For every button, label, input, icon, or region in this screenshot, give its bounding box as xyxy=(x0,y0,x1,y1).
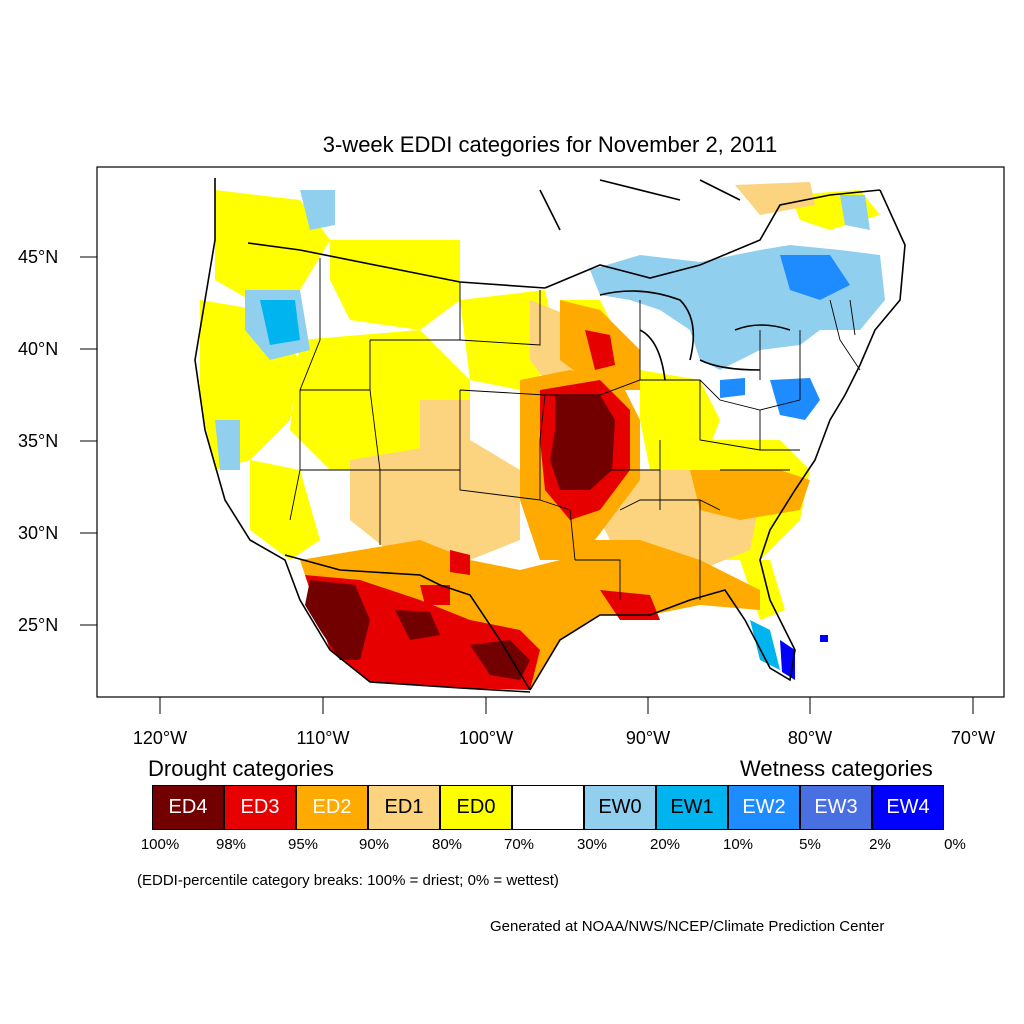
legend-swatch-label: EW1 xyxy=(670,796,714,818)
map-title: 3-week EDDI categories for November 2, 2… xyxy=(322,132,778,157)
lon-label-80: 80°W xyxy=(788,728,832,748)
percentile-break-label: 30% xyxy=(576,836,608,853)
legend-swatch-ed3: ED3 xyxy=(224,785,296,830)
state-lines xyxy=(289,258,861,600)
latitude-axis xyxy=(80,256,97,626)
percentile-break-label: 100% xyxy=(140,836,180,853)
percentile-break-label: 90% xyxy=(358,836,390,853)
legend-swatch-label: EW3 xyxy=(814,796,858,818)
legend-swatch-label: ED3 xyxy=(240,796,280,818)
percentile-break-label: 70% xyxy=(503,836,535,853)
legend-swatch-ed4: ED4 xyxy=(152,785,224,830)
credit-line: Generated at NOAA/NWS/NCEP/Climate Predi… xyxy=(490,918,885,935)
legend-swatch-label: ED2 xyxy=(312,796,352,818)
lat-label-40: 40°N xyxy=(18,339,58,359)
legend-wetness-heading: Wetness categories xyxy=(740,756,933,781)
lon-label-70: 70°W xyxy=(951,728,995,748)
legend-swatch-ew0: EW0 xyxy=(584,785,656,830)
lat-label-35: 35°N xyxy=(18,431,58,451)
map-frame xyxy=(96,166,1005,698)
borders xyxy=(194,178,906,693)
lon-label-110: 110°W xyxy=(297,728,350,748)
legend-swatch-ew1: EW1 xyxy=(656,785,728,830)
legend-swatch-label: ED4 xyxy=(168,796,208,818)
percentile-break-label: 20% xyxy=(649,836,681,853)
ed4-regions xyxy=(305,395,615,680)
percentile-break-label: 0% xyxy=(944,836,966,853)
legend-swatch-label: EW4 xyxy=(886,796,930,818)
lat-label-30: 30°N xyxy=(18,523,58,543)
percentile-break-label: 98% xyxy=(215,836,247,853)
legend-swatch-label: ED0 xyxy=(456,796,496,818)
legend-swatch-normal xyxy=(512,785,584,830)
lon-label-90: 90°W xyxy=(626,728,670,748)
percentile-break-label: 10% xyxy=(722,836,754,853)
longitude-axis xyxy=(159,697,974,714)
legend-swatch-ed2: ED2 xyxy=(296,785,368,830)
lon-label-100: 100°W xyxy=(459,728,513,748)
lat-label-25: 25°N xyxy=(18,615,58,635)
percentile-break-label: 80% xyxy=(431,836,463,853)
ew2-regions xyxy=(720,255,850,420)
percentile-break-label: 2% xyxy=(869,836,891,853)
legend-swatch-ew3: EW3 xyxy=(800,785,872,830)
legend-note: (EDDI-percentile category breaks: 100% =… xyxy=(137,872,559,889)
legend-swatch-label: EW0 xyxy=(598,796,642,818)
lat-label-45: 45°N xyxy=(18,247,58,267)
percentile-break-label: 5% xyxy=(799,836,821,853)
legend-swatch-ew4: EW4 xyxy=(872,785,944,830)
legend-swatch-ed1: ED1 xyxy=(368,785,440,830)
legend-swatch-ed0: ED0 xyxy=(440,785,512,830)
lon-label-120: 120°W xyxy=(133,728,187,748)
legend-swatch-ew2: EW2 xyxy=(728,785,800,830)
map-content xyxy=(194,178,906,693)
legend-drought-heading: Drought categories xyxy=(148,756,334,781)
legend-swatch-label: EW2 xyxy=(742,796,786,818)
percentile-break-label: 95% xyxy=(287,836,319,853)
legend-swatch-label: ED1 xyxy=(384,796,424,818)
ew1-regions xyxy=(260,300,780,670)
